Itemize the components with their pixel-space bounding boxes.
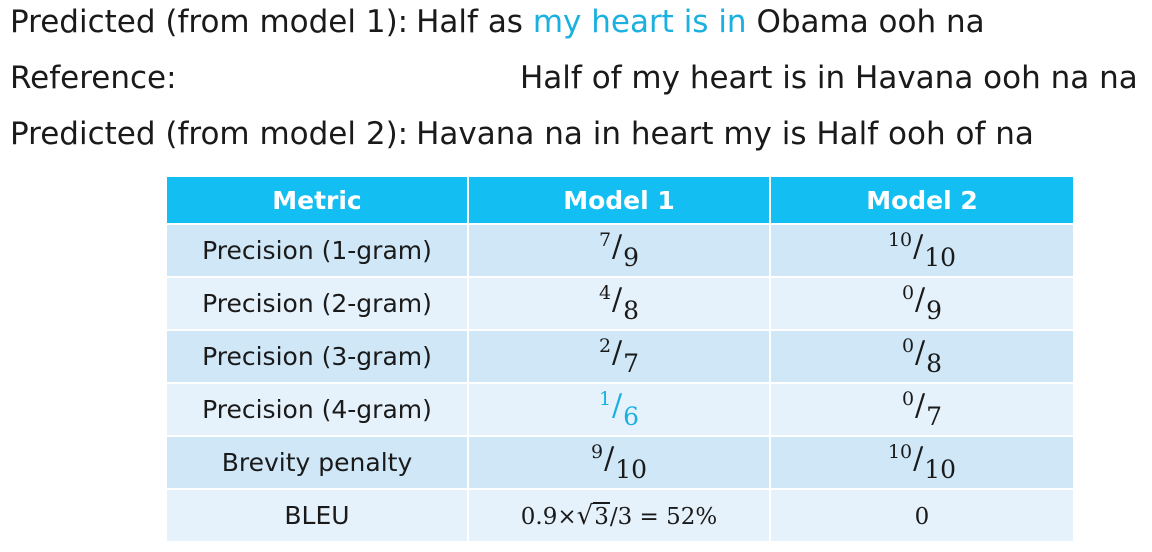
predicted-model1-text-end: Obama ooh na [756,4,985,40]
fraction-denominator: 10 [615,455,647,484]
bleu-formula-suffix: /3 = 52% [609,503,718,530]
bleu-formula: 0.9×√3/3 = 52% [520,501,718,531]
predicted-model1-highlight: my heart is in [532,4,747,40]
fraction-denominator: 10 [924,455,957,484]
fraction-denominator: 9 [623,243,640,272]
fraction-numerator: 2 [598,335,612,357]
fraction: 10/10 [887,441,957,484]
table-row: Brevity penalty 9/10 10/10 [165,435,1075,490]
fraction-denominator: 9 [926,296,943,325]
fraction: 10/10 [887,229,957,272]
metric-cell: Precision (2-gram) [165,276,469,331]
bleu-value: 0 [914,504,930,530]
bleu-formula-prefix: 0.9× [520,503,577,530]
reference-text: Half of my heart is in Havana ooh na na [520,60,1138,96]
model1-value-cell: 4/8 [467,276,771,331]
fraction-denominator: 7 [926,402,943,431]
predicted-model1-line: Predicted (from model 1): Half as my hear… [10,2,985,42]
fraction: 0/9 [901,282,943,325]
model1-value-cell: 1/6 [467,382,771,437]
model1-bleu-cell: 0.9×√3/3 = 52% [467,488,771,543]
fraction-numerator: 0 [901,388,915,410]
fraction-numerator: 7 [598,229,612,251]
model2-value-cell: 10/10 [769,223,1075,278]
table-header-row: Metric Model 1 Model 2 [165,175,1075,225]
fraction-numerator: 10 [887,229,913,251]
square-root: √3 [577,501,610,531]
fraction: 2/7 [598,335,640,378]
fraction-numerator: 9 [590,441,604,463]
metric-cell: Precision (1-gram) [165,223,469,278]
header-model1: Model 1 [467,175,771,225]
model1-value-cell: 7/9 [467,223,771,278]
predicted-model2-text: Havana na in heart my is Half ooh of na [416,116,1034,152]
model2-value-cell: 0/9 [769,276,1075,331]
metric-cell: BLEU [165,488,469,543]
fraction-denominator: 6 [623,402,640,431]
fraction: 4/8 [598,282,640,325]
fraction-denominator: 10 [924,243,957,272]
fraction-denominator: 7 [623,349,640,378]
fraction: 7/9 [598,229,640,272]
table-row: Precision (4-gram) 1/6 0/7 [165,382,1075,437]
header-model2: Model 2 [769,175,1075,225]
table-row: Precision (3-gram) 2/7 0/8 [165,329,1075,384]
table-row: Precision (2-gram) 4/8 0/9 [165,276,1075,331]
predicted-model2-label: Predicted (from model 2): [10,116,409,152]
metric-cell: Precision (4-gram) [165,382,469,437]
fraction-numerator: 0 [901,282,915,304]
table-row: BLEU 0.9×√3/3 = 52% 0 [165,488,1075,543]
metric-cell: Brevity penalty [165,435,469,490]
header-metric: Metric [165,175,469,225]
fraction: 9/10 [590,441,647,484]
table-row: Precision (1-gram) 7/9 10/10 [165,223,1075,278]
fraction-numerator: 1 [598,388,612,410]
fraction-numerator: 4 [598,282,612,304]
predicted-model2-line: Predicted (from model 2): Havana na in he… [10,114,1034,154]
predicted-model1-label: Predicted (from model 1): [10,4,409,40]
model1-value-cell: 2/7 [467,329,771,384]
model2-bleu-cell: 0 [769,488,1075,543]
fraction-numerator: 10 [887,441,913,463]
model2-value-cell: 10/10 [769,435,1075,490]
fraction-denominator: 8 [623,296,640,325]
metric-cell: Precision (3-gram) [165,329,469,384]
fraction-numerator: 0 [901,335,915,357]
model2-value-cell: 0/8 [769,329,1075,384]
fraction: 0/8 [901,335,943,378]
fraction: 0/7 [901,388,943,431]
reference-line: Reference: Half of my heart is in Havana… [10,58,1150,98]
model2-value-cell: 0/7 [769,382,1075,437]
highlighted-fraction: 1/6 [598,388,640,431]
radical-sign: √ [576,500,594,531]
model1-value-cell: 9/10 [467,435,771,490]
predicted-model1-text-start: Half as [416,4,523,40]
radicand: 3 [593,501,610,530]
fraction-denominator: 8 [926,349,943,378]
reference-label: Reference: [10,60,177,96]
metrics-table: Metric Model 1 Model 2 Precision (1-gram… [165,175,1075,543]
